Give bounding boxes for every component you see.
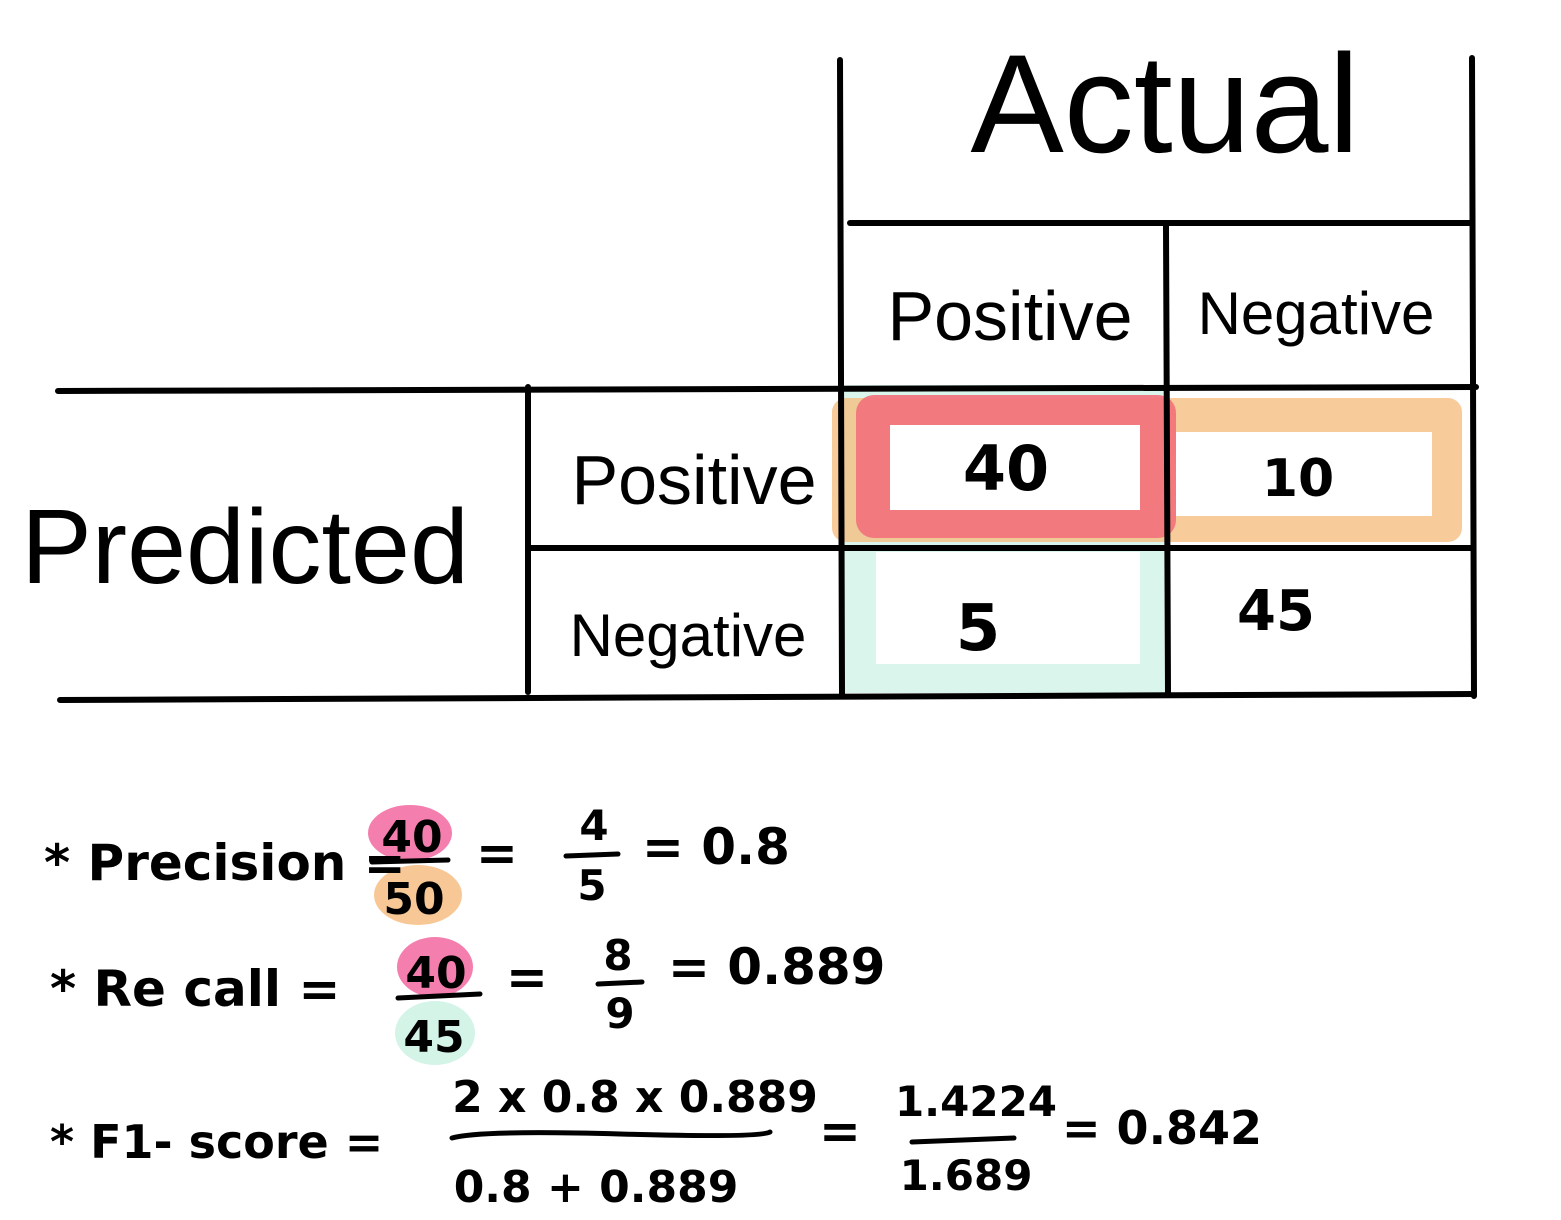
recall-num-marker [397,937,473,997]
predicted-positive-label: Positive [571,441,816,519]
tp-cell-inner-white [890,425,1140,510]
f1-denominator: 0.8 + 0.889 [454,1162,739,1213]
recall-formula: * Re call = 40 45 = 8 9 = 0.889 [50,931,885,1063]
recall-simplified-bar [595,979,645,987]
recall-result: = 0.889 [668,938,885,996]
recall-numerator: 40 [405,948,466,999]
precision-formula: * Precision = 40 50 = 4 5 = 0.8 [44,801,790,925]
f1-fraction-bar [449,1129,773,1141]
predicted-header: Predicted [21,488,469,606]
recall-label: * Re call = [50,960,340,1018]
precision-simplified-den: 5 [577,861,606,910]
recall-eq1: = [506,948,548,1006]
recall-denominator: 45 [403,1012,464,1063]
fp-cell-inner-white [1176,432,1432,516]
precision-eq1: = [476,824,518,882]
actual-header: Actual [970,25,1359,182]
precision-label: * Precision = [44,834,406,892]
recall-simplified-num: 8 [603,931,632,980]
recall-fraction-bar [395,991,483,1001]
actual-negative-label: Negative [1198,280,1435,347]
precision-den-marker [374,865,462,925]
predicted-negative-label: Negative [570,602,807,669]
recall-den-marker [395,1001,475,1065]
precision-simplified-bar [563,851,621,859]
f1-numerator: 2 x 0.8 x 0.889 [452,1072,818,1123]
cell-fn: 5 [956,592,1001,666]
fn-cell-inner-white [876,552,1140,664]
precision-fraction-bar [369,857,451,865]
precision-numerator: 40 [381,812,442,863]
actual-positive-label: Positive [887,277,1132,355]
f1-label: * F1- score = [50,1115,383,1169]
f1-simplified-num: 1.4224 [895,1077,1057,1126]
f1-result: = 0.842 [1062,1101,1262,1155]
cell-fp: 10 [1262,449,1334,509]
cell-tn: 45 [1237,579,1315,644]
precision-simplified-num: 4 [579,801,608,850]
recall-simplified-den: 9 [605,989,634,1038]
f1-formula: * F1- score = 2 x 0.8 x 0.889 0.8 + 0.88… [50,1072,1262,1213]
precision-denominator: 50 [383,874,444,925]
matrix-grid [55,55,1479,703]
f1-eq1: = [819,1102,861,1160]
highlight-layer [368,385,1462,1065]
cell-tp: 40 [963,432,1049,505]
precision-num-marker [368,805,452,861]
f1-simplified-bar [909,1135,1017,1145]
f1-simplified-den: 1.689 [900,1151,1033,1200]
precision-result: = 0.8 [642,818,790,876]
